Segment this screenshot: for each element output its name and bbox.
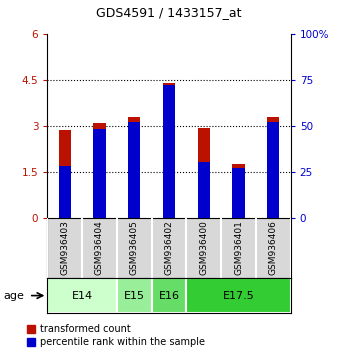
Bar <box>93 129 105 218</box>
Bar <box>47 278 117 313</box>
Bar <box>198 128 210 218</box>
Bar <box>233 164 245 218</box>
Bar <box>128 118 140 218</box>
Bar <box>152 278 186 313</box>
Text: GSM936405: GSM936405 <box>130 220 139 275</box>
Text: GSM936404: GSM936404 <box>95 221 104 275</box>
Bar <box>93 123 105 218</box>
Bar <box>163 83 175 218</box>
Text: GSM936403: GSM936403 <box>60 220 69 275</box>
Text: E16: E16 <box>159 291 179 301</box>
Text: GSM936402: GSM936402 <box>165 221 173 275</box>
Legend: transformed count, percentile rank within the sample: transformed count, percentile rank withi… <box>25 322 207 349</box>
Bar <box>117 278 152 313</box>
Bar <box>163 85 175 218</box>
Text: E17.5: E17.5 <box>223 291 255 301</box>
Bar <box>198 162 210 218</box>
Bar <box>267 117 280 218</box>
Text: age: age <box>3 291 24 301</box>
Text: GSM936400: GSM936400 <box>199 220 208 275</box>
Bar <box>58 130 71 218</box>
Bar <box>186 278 291 313</box>
Bar <box>128 122 140 218</box>
Text: E15: E15 <box>124 291 145 301</box>
Text: GSM936406: GSM936406 <box>269 220 278 275</box>
Bar <box>58 166 71 218</box>
Bar <box>267 122 280 218</box>
Text: GSM936401: GSM936401 <box>234 220 243 275</box>
Text: GDS4591 / 1433157_at: GDS4591 / 1433157_at <box>96 6 242 19</box>
Bar <box>233 168 245 218</box>
Text: E14: E14 <box>72 291 93 301</box>
